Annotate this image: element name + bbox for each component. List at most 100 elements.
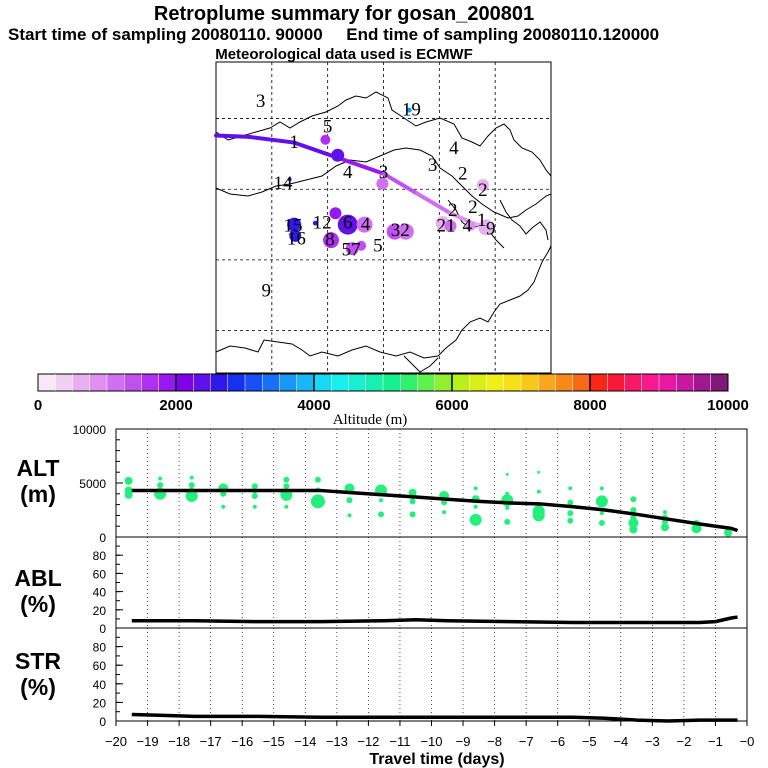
alt-scatter-point bbox=[630, 507, 637, 513]
colorbar-swatch bbox=[331, 374, 349, 391]
cluster-label: 2 bbox=[448, 200, 458, 221]
alt-scatter-point bbox=[567, 510, 574, 517]
y-tick-label: 5000 bbox=[79, 477, 106, 491]
colorbar-swatch bbox=[521, 374, 539, 391]
alt-scatter-point bbox=[347, 513, 352, 518]
x-tick-label: −13 bbox=[326, 734, 348, 749]
cluster-label: 57 bbox=[342, 240, 361, 261]
border bbox=[215, 147, 552, 219]
alt-scatter-point bbox=[408, 488, 417, 497]
alt-scatter-point bbox=[378, 511, 385, 518]
colorbar-swatch bbox=[72, 374, 91, 391]
alt-scatter-point bbox=[251, 483, 258, 490]
cluster-label: 4 bbox=[361, 214, 371, 235]
trajectory-segment bbox=[214, 133, 252, 139]
colorbar-tick-label: 2000 bbox=[159, 397, 192, 414]
alt-scatter-point bbox=[252, 504, 257, 509]
trajectory-segment bbox=[336, 156, 386, 176]
colorbar-swatch bbox=[107, 374, 125, 391]
cluster-label: 5 bbox=[373, 235, 383, 256]
alt-scatter-point bbox=[124, 490, 133, 499]
x-tick-label: −16 bbox=[231, 734, 253, 749]
alt-scatter-point bbox=[504, 518, 511, 525]
cluster-label: 6 bbox=[343, 213, 353, 234]
str-label-unit: (%) bbox=[20, 674, 56, 700]
alt-scatter-point bbox=[691, 523, 702, 534]
plume-dot bbox=[289, 229, 302, 242]
trajectory-segment bbox=[247, 134, 297, 145]
cluster-label: 2 bbox=[478, 180, 488, 201]
alt-scatter-point bbox=[599, 511, 604, 516]
y-tick-label: 60 bbox=[93, 659, 107, 673]
alt-scatter-point bbox=[536, 489, 541, 494]
alt-line bbox=[131, 488, 739, 533]
alt-scatter-point bbox=[157, 482, 164, 489]
plume-dot bbox=[356, 216, 373, 233]
alt-scatter-point bbox=[251, 492, 258, 499]
cluster-label: 32 bbox=[391, 220, 410, 241]
alt-scatter-point bbox=[629, 525, 638, 534]
y-tick-label: 20 bbox=[93, 604, 107, 618]
cluster-label: 1 bbox=[289, 132, 299, 153]
x-tick-label: −2 bbox=[676, 734, 691, 749]
colorbar-swatch bbox=[503, 374, 522, 391]
alt-scatter-point bbox=[441, 499, 448, 506]
x-tick-label: −19 bbox=[137, 734, 159, 749]
y-tick-label: 0 bbox=[99, 715, 106, 729]
border bbox=[215, 91, 552, 177]
y-tick-label: 60 bbox=[93, 567, 107, 581]
colorbar-swatch bbox=[572, 374, 591, 391]
colorbar-swatch bbox=[193, 374, 211, 391]
cluster-label: 9 bbox=[262, 281, 272, 302]
colorbar-swatch bbox=[210, 374, 229, 391]
y-tick-label: 40 bbox=[93, 678, 107, 692]
x-axis-label: Travel time (days) bbox=[369, 751, 504, 768]
abl-label-unit: (%) bbox=[20, 591, 56, 617]
colorbar-swatch bbox=[141, 374, 160, 391]
alt-scatter-point bbox=[158, 476, 163, 481]
x-tick-label: −7 bbox=[519, 734, 534, 749]
colorbar-swatch bbox=[452, 374, 470, 391]
colorbar-swatch bbox=[89, 374, 108, 391]
cluster-label: 14 bbox=[274, 173, 294, 194]
colorbar-tick-label: 10000 bbox=[707, 397, 749, 414]
alt-scatter-point bbox=[599, 486, 604, 491]
colorbar-tick-label: 0 bbox=[34, 397, 42, 414]
cluster-label: 12 bbox=[313, 213, 332, 234]
plume-dot bbox=[320, 134, 331, 145]
x-tick-label: −0 bbox=[740, 734, 755, 749]
alt-scatter-point bbox=[473, 486, 478, 491]
x-tick-label: −10 bbox=[420, 734, 442, 749]
colorbar-swatch bbox=[676, 374, 694, 391]
x-tick-label: −6 bbox=[550, 734, 565, 749]
end-time-label: End time of sampling 20080110.120000 bbox=[346, 25, 660, 44]
trajectory-segment bbox=[415, 191, 453, 216]
plume-dot bbox=[476, 178, 489, 191]
cluster-label: 2 bbox=[468, 197, 478, 218]
y-tick-label: 0 bbox=[99, 531, 106, 545]
plume-dot bbox=[465, 220, 476, 231]
x-tick-label: −20 bbox=[105, 734, 127, 749]
plume-dot bbox=[478, 219, 495, 236]
x-tick-label: −1 bbox=[708, 734, 723, 749]
colorbar-swatch bbox=[314, 374, 332, 391]
y-tick-label: 40 bbox=[93, 586, 107, 600]
cluster-label: 19 bbox=[402, 100, 421, 121]
cluster-label: 3 bbox=[256, 91, 266, 112]
colorbar-swatch bbox=[417, 374, 436, 391]
plume-dot bbox=[406, 107, 412, 113]
colorbar: 0 2000 4000 6000 8000 10000 bbox=[34, 373, 749, 414]
alt-scatter-point bbox=[188, 482, 195, 489]
alt-scatter-point bbox=[409, 511, 416, 518]
cluster-label: 3 bbox=[379, 162, 389, 183]
trajectory-segment bbox=[381, 171, 419, 196]
cluster-label: 9 bbox=[486, 218, 496, 239]
colorbar-swatch bbox=[124, 374, 142, 391]
x-tick-label: −17 bbox=[200, 734, 222, 749]
alt-scatter-point bbox=[724, 528, 733, 537]
colorbar-swatch bbox=[641, 374, 660, 391]
plume-dot bbox=[312, 220, 318, 226]
colorbar-swatch bbox=[245, 374, 263, 391]
